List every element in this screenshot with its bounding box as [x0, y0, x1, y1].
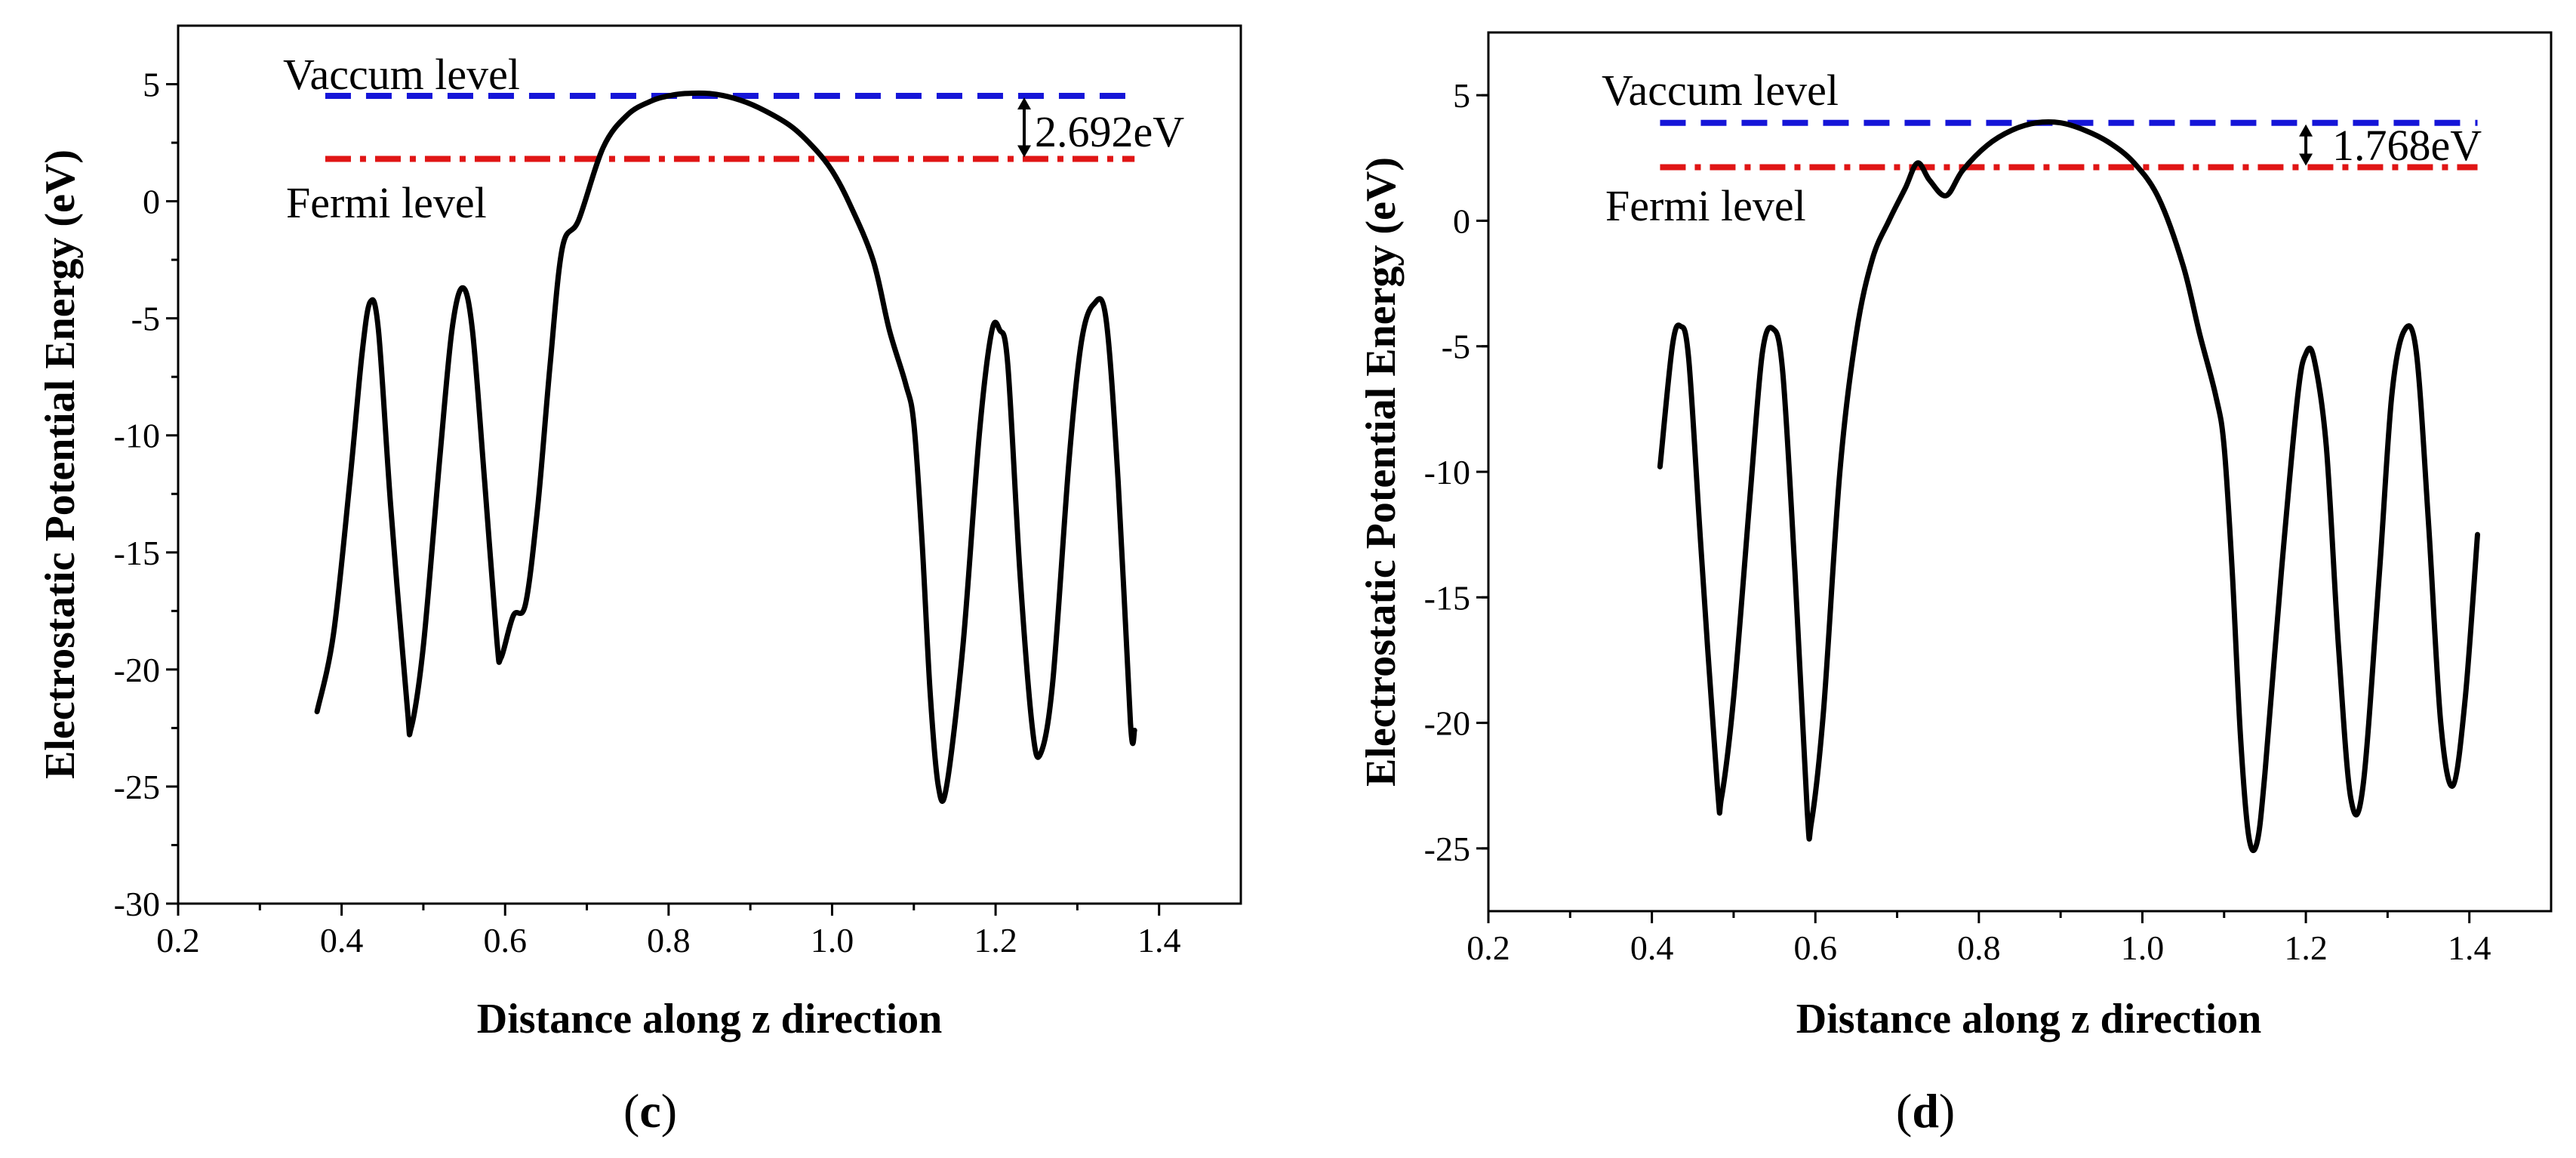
panel-c-levels — [325, 93, 1135, 162]
panel-d-x-tick-label: 1.2 — [2284, 929, 2328, 967]
panel-d-gap-label: 1.768eV — [2332, 121, 2482, 170]
panel-c-y-tick-label: -30 — [114, 885, 160, 923]
panel-d-label: (d) — [1896, 1084, 1955, 1138]
panel-c-chart: 0.2 0.4 0.6 0.8 1.0 1.2 1.4 5 0 -5 -10 -15 -20 -25 -30… — [37, 24, 1242, 1138]
panel-c-fermi-label: Fermi level — [286, 178, 487, 227]
panel-d-y-tick-label: -5 — [1442, 328, 1470, 366]
panel-d-x-axis-title: Distance along z direction — [1796, 996, 2261, 1043]
panel-d-tick-labels: 0.2 0.4 0.6 0.8 1.0 1.2 1.4 5 0 -5 -10 -15 -20 -25 — [1424, 76, 2491, 967]
panel-d-potential-curve — [1657, 119, 2480, 853]
panel-d-vacuum-label: Vaccum level — [1602, 66, 1839, 115]
panel-c-gap-label: 2.692eV — [1035, 107, 1184, 156]
panel-d-x-tick-label: 0.8 — [1957, 929, 2001, 967]
panel-c-ticks — [166, 83, 1161, 916]
panel-c-y-tick-label: -10 — [114, 417, 160, 455]
panel-d-y-tick-label: 5 — [1453, 76, 1470, 115]
panel-d-y-tick-label: 0 — [1453, 202, 1470, 240]
panel-c-plot-frame — [177, 24, 1242, 905]
panel-c-tick-labels: 0.2 0.4 0.6 0.8 1.0 1.2 1.4 5 0 -5 -10 -15 -20 -25 -30 — [114, 66, 1181, 959]
panel-c-x-tick-label: 0.4 — [320, 921, 364, 959]
panel-c-y-tick-label: 5 — [143, 66, 160, 104]
panel-c-gap-arrow-head-top — [1017, 97, 1031, 110]
panel-d-y-axis-title: Electrostatic Potential Energy (eV) — [1358, 157, 1405, 787]
panel-c-series — [314, 90, 1137, 804]
panel-c-x-tick-label: 0.6 — [483, 921, 527, 959]
panel-d-x-tick-label: 0.4 — [1630, 929, 1674, 967]
panel-c-y-tick-label: -5 — [131, 300, 160, 338]
panel-d-x-tick-label: 1.0 — [2121, 929, 2165, 967]
panel-d-y-tick-label: -20 — [1424, 704, 1470, 743]
panel-c-y-tick-label: -20 — [114, 651, 160, 689]
panel-c-x-tick-label: 0.2 — [156, 921, 200, 959]
panel-c-x-tick-label: 1.4 — [1137, 921, 1181, 959]
panel-d-x-tick-label: 1.4 — [2448, 929, 2491, 967]
panel-d-gap-arrow-head-top — [2299, 124, 2313, 137]
panel-c-x-tick-label: 0.8 — [647, 921, 691, 959]
panel-d-ticks — [1476, 94, 2471, 923]
panel-d-gap-arrow-head-bottom — [2299, 153, 2313, 166]
panel-d-gap-arrow — [2299, 124, 2313, 166]
panel-c-potential-curve — [314, 90, 1137, 804]
panel-d-y-tick-label: -10 — [1424, 453, 1470, 491]
panel-d-y-tick-label: -25 — [1424, 830, 1470, 868]
panel-c-y-tick-label: -15 — [114, 534, 160, 572]
panel-c-vacuum-label: Vaccum level — [283, 50, 520, 99]
panel-d-x-tick-label: 0.6 — [1793, 929, 1837, 967]
panel-d-y-tick-label: -15 — [1424, 578, 1470, 617]
panel-c-gap-arrow-head-bottom — [1017, 145, 1031, 158]
panel-d-fermi-label: Fermi level — [1605, 181, 1806, 230]
panel-d-chart: 0.2 0.4 0.6 0.8 1.0 1.2 1.4 5 0 -5 -10 -15 -20 -25 Va… — [1358, 31, 2553, 1138]
panel-c-x-axis-title: Distance along z direction — [477, 996, 942, 1043]
panel-d-series — [1657, 119, 2480, 853]
panel-c-gap-arrow — [1017, 97, 1031, 158]
panel-c-y-tick-label: 0 — [143, 183, 160, 221]
panel-c-y-tick-label: -25 — [114, 768, 160, 806]
panel-c-x-tick-label: 1.0 — [811, 921, 854, 959]
panel-d-x-tick-label: 0.2 — [1467, 929, 1510, 967]
panel-c-label: (c) — [623, 1084, 677, 1138]
panel-c-y-axis-title: Electrostatic Potential Energy (eV) — [37, 149, 84, 779]
panel-c-x-tick-label: 1.2 — [974, 921, 1017, 959]
